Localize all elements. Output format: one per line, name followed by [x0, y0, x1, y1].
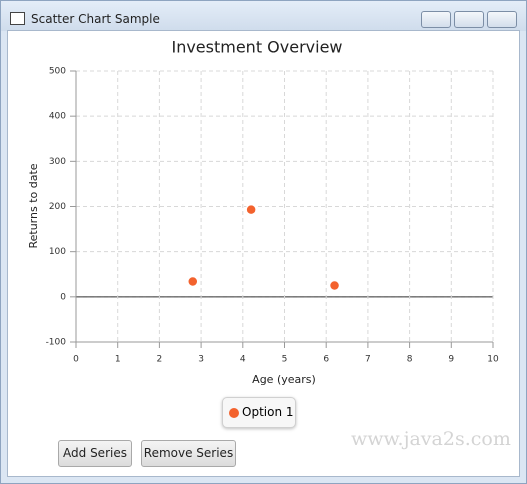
close-button[interactable]: [487, 11, 517, 28]
watermark: www.java2s.com: [351, 428, 511, 450]
x-tick-label: 2: [157, 355, 163, 365]
x-tick-label: 9: [448, 355, 454, 365]
scatter-point: [187, 275, 199, 288]
x-tick-label: 4: [240, 355, 246, 365]
chart: Investment Overview Age (years) Returns …: [27, 38, 499, 387]
x-tick-label: 10: [487, 355, 499, 365]
remove-series-button[interactable]: Remove Series: [141, 440, 236, 467]
add-series-button[interactable]: Add Series: [58, 440, 132, 467]
x-tick-label: 8: [407, 355, 413, 365]
x-tick-label: 6: [323, 355, 329, 365]
scatter-point: [245, 203, 257, 216]
y-tick-label: -100: [46, 338, 67, 348]
x-tick-label: 3: [198, 355, 204, 365]
y-tick-label: 500: [49, 67, 66, 77]
y-tick-label: 0: [60, 292, 66, 302]
window-title: Scatter Chart Sample: [31, 12, 160, 26]
legend-symbol: [229, 408, 239, 418]
y-tick-label: 300: [49, 157, 66, 167]
x-tick-label: 1: [115, 355, 121, 365]
scatter-point: [328, 279, 341, 292]
minimize-button[interactable]: [421, 11, 451, 28]
x-tick-label: 0: [73, 355, 79, 365]
y-tick-label: 200: [49, 202, 66, 212]
legend-label: Option 1: [242, 405, 294, 419]
y-tick-label: 400: [49, 112, 66, 122]
y-axis-label: Returns to date: [27, 163, 40, 248]
maximize-button[interactable]: [454, 11, 484, 28]
x-axis-label: Age (years): [252, 373, 316, 386]
title-bar: Scatter Chart Sample: [1, 1, 526, 31]
window-icon: [10, 12, 25, 25]
x-tick-label: 5: [282, 355, 288, 365]
x-tick-label: 7: [365, 355, 371, 365]
legend: Option 1: [222, 397, 296, 428]
chart-title: Investment Overview: [171, 38, 342, 57]
y-tick-label: 100: [49, 247, 66, 257]
